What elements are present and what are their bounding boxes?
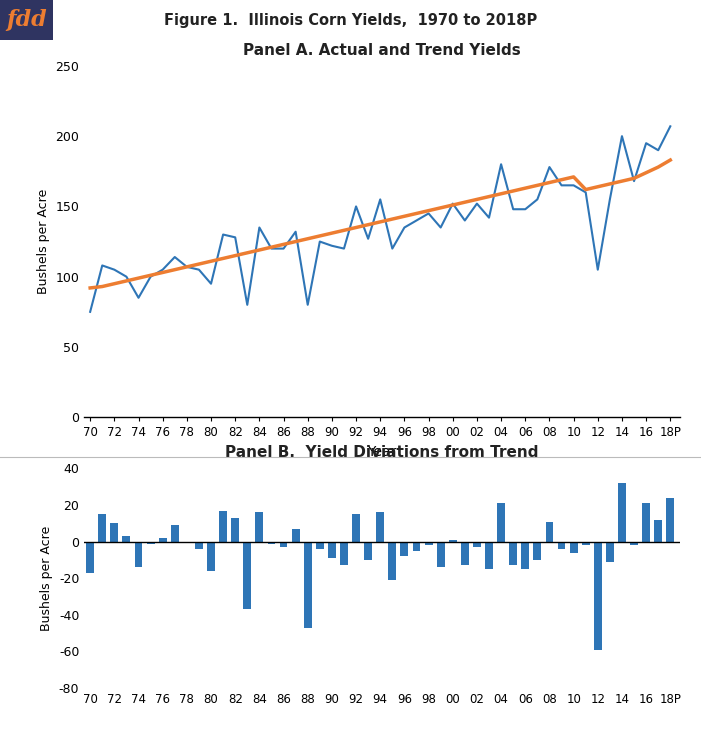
Bar: [316, 542, 324, 549]
Bar: [400, 542, 408, 556]
Title: Panel B.  Yield Diviations from Trend: Panel B. Yield Diviations from Trend: [225, 445, 539, 460]
Bar: [376, 512, 384, 542]
Text: fdd: fdd: [6, 9, 46, 31]
Bar: [255, 512, 264, 542]
Bar: [123, 536, 130, 542]
Bar: [388, 542, 396, 580]
Bar: [219, 511, 227, 542]
Bar: [630, 542, 638, 545]
Bar: [268, 542, 275, 543]
Bar: [606, 542, 614, 562]
Bar: [545, 521, 553, 542]
Bar: [485, 542, 493, 569]
Bar: [594, 542, 601, 650]
Bar: [654, 520, 662, 542]
Bar: [557, 542, 566, 549]
Bar: [570, 542, 578, 553]
Y-axis label: Bushels per Acre: Bushels per Acre: [40, 526, 53, 631]
Bar: [110, 523, 118, 542]
Bar: [522, 542, 529, 569]
Bar: [449, 540, 456, 542]
Bar: [352, 514, 360, 542]
Bar: [461, 542, 469, 565]
Bar: [98, 514, 106, 542]
Bar: [243, 542, 251, 609]
Bar: [425, 542, 433, 545]
Bar: [509, 542, 517, 565]
Bar: [207, 542, 215, 571]
Bar: [497, 504, 505, 542]
Bar: [135, 542, 142, 567]
Bar: [473, 542, 481, 548]
X-axis label: Year: Year: [367, 445, 397, 459]
Bar: [158, 538, 167, 542]
Bar: [667, 498, 674, 542]
Bar: [618, 483, 626, 542]
Title: Panel A. Actual and Trend Yields: Panel A. Actual and Trend Yields: [243, 42, 521, 58]
Bar: [231, 518, 239, 542]
Bar: [340, 542, 348, 565]
Bar: [304, 542, 312, 627]
Y-axis label: Bushels per Acre: Bushels per Acre: [37, 189, 50, 294]
Bar: [328, 542, 336, 558]
Bar: [195, 542, 203, 549]
Bar: [582, 542, 590, 545]
Bar: [437, 542, 444, 567]
Bar: [86, 542, 94, 572]
Text: Figure 1.  Illinois Corn Yields,  1970 to 2018P: Figure 1. Illinois Corn Yields, 1970 to …: [164, 12, 537, 28]
Bar: [147, 542, 154, 543]
Bar: [292, 529, 299, 542]
Bar: [171, 526, 179, 542]
Bar: [280, 542, 287, 548]
Bar: [365, 542, 372, 560]
Bar: [533, 542, 541, 560]
Bar: [642, 504, 650, 542]
Bar: [413, 542, 421, 551]
